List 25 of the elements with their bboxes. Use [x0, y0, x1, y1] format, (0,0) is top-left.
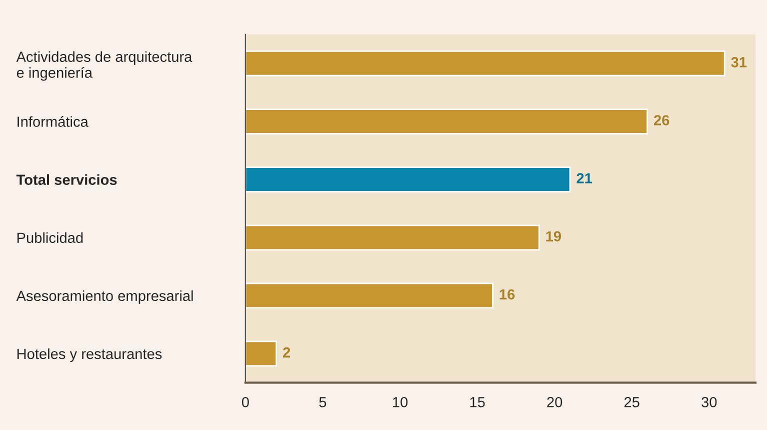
bar	[245, 166, 571, 192]
x-tick-label: 30	[702, 396, 717, 408]
x-tick-label: 10	[393, 396, 408, 408]
data-label: 31	[731, 57, 747, 68]
y-tick-label: Publicidad	[17, 232, 83, 244]
y-tick-label: Hoteles y restaurantes	[17, 348, 162, 362]
x-tick-label: 0	[242, 396, 249, 408]
bar	[245, 108, 648, 134]
bar	[245, 224, 540, 250]
x-tick-label: 20	[547, 396, 562, 408]
data-label: 16	[500, 289, 515, 300]
x-tick-label: 15	[470, 397, 485, 408]
y-tick-label: Actividades de arquitectura e ingeniería	[16, 51, 192, 81]
y-tick-label: Asesoramiento empresarial	[16, 290, 193, 304]
data-label: 2	[283, 347, 290, 358]
y-tick-label: Total servicios	[16, 174, 117, 185]
data-label: 19	[546, 231, 561, 242]
y-tick-label: Informática	[18, 116, 88, 127]
bar	[245, 340, 278, 367]
bar	[245, 50, 726, 76]
x-tick-label: 25	[624, 396, 640, 408]
bar	[245, 282, 494, 309]
data-label: 26	[654, 115, 670, 126]
data-label: 21	[576, 173, 592, 184]
x-tick-label: 5	[319, 397, 326, 408]
